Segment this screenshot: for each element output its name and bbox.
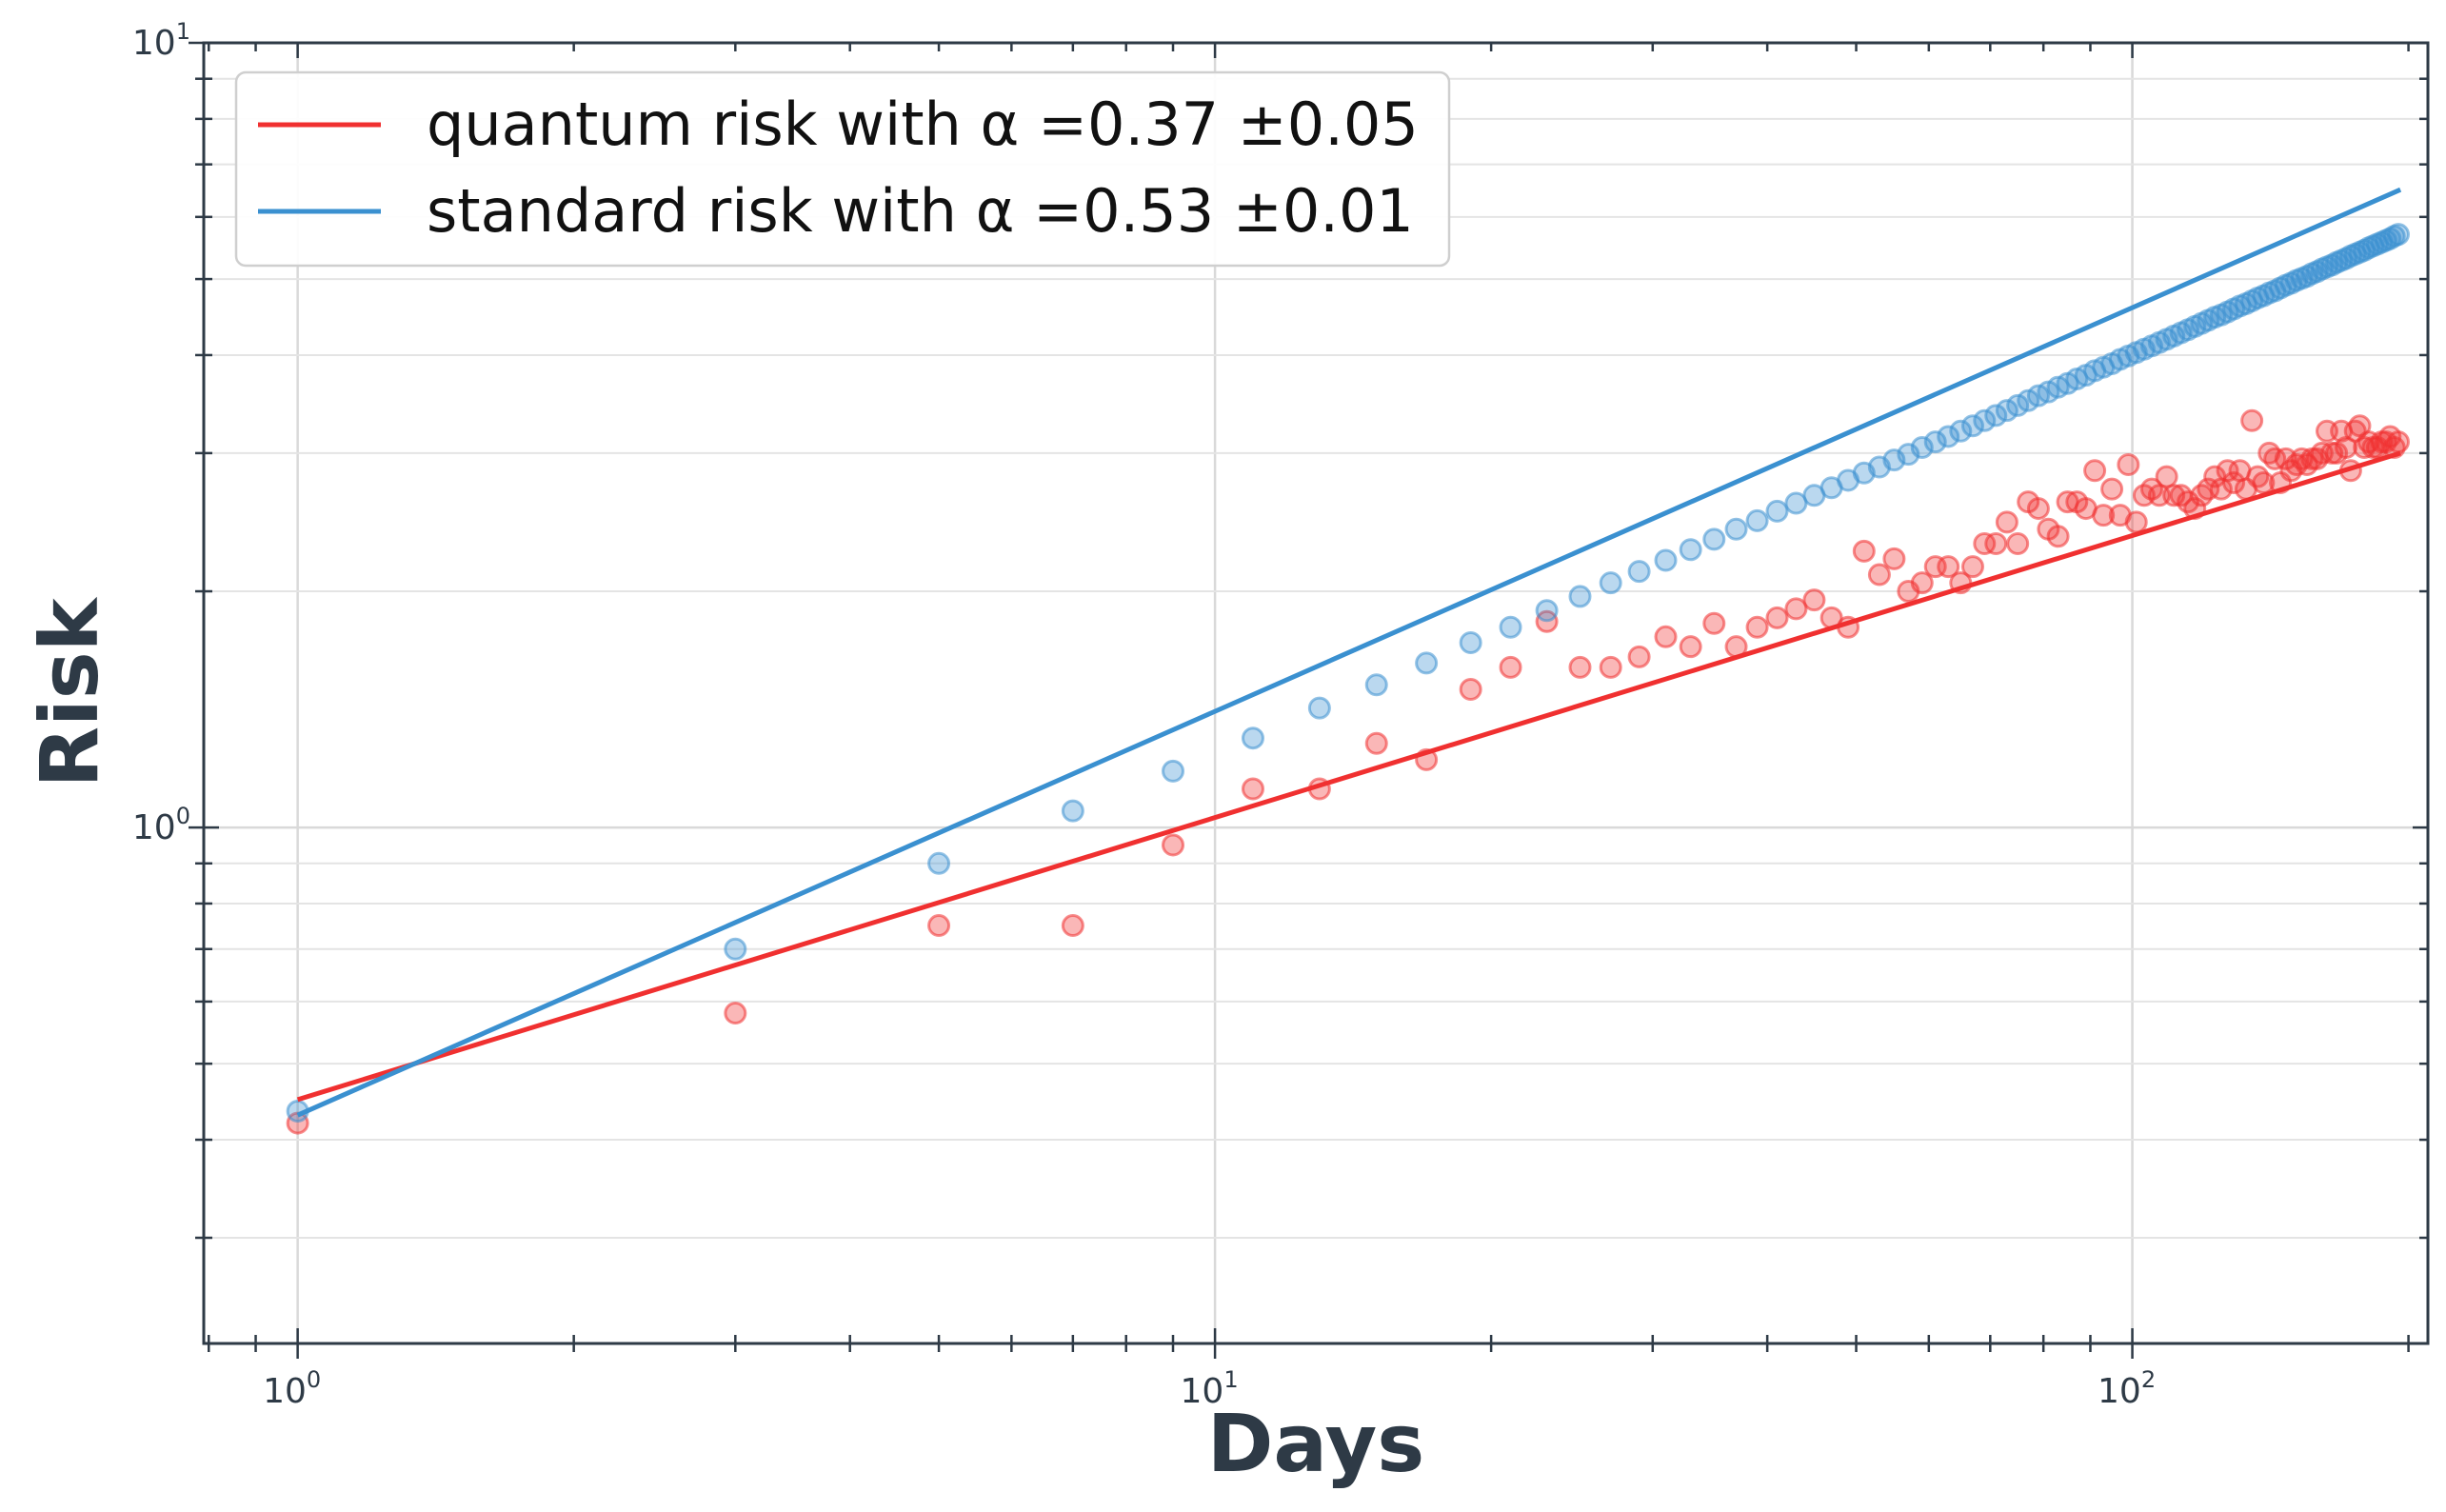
- quantum-point: [2222, 471, 2246, 495]
- standard-point: [1960, 414, 1984, 438]
- quantum-point: [1499, 655, 1522, 679]
- quantum-point: [1852, 539, 1876, 563]
- standard-point: [1765, 499, 1789, 523]
- standard-point: [1535, 599, 1559, 623]
- legend-label-quantum: quantum risk with α =0.37 ±0.05: [427, 90, 1419, 159]
- standard-point: [1568, 585, 1592, 608]
- quantum-point: [2124, 510, 2148, 534]
- quantum-point: [1745, 615, 1769, 639]
- quantum-point: [1364, 731, 1388, 755]
- standard-fit-line: [296, 187, 2402, 1118]
- quantum-point: [2100, 477, 2124, 501]
- quantum-point: [2240, 408, 2264, 432]
- legend-box: [234, 70, 1451, 268]
- standard-point: [927, 851, 951, 875]
- standard-point: [1364, 673, 1388, 697]
- quantum-point: [927, 914, 951, 938]
- quantum-point: [1162, 833, 1185, 857]
- plot-frame: [202, 41, 2430, 1345]
- y-tick-label: 101: [132, 18, 190, 63]
- standard-point: [1061, 799, 1084, 823]
- standard-point: [1415, 651, 1439, 675]
- standard-point: [2386, 223, 2410, 247]
- quantum-point: [1568, 655, 1592, 679]
- quantum-point: [1241, 777, 1264, 801]
- quantum-point: [1784, 597, 1808, 621]
- quantum-point: [2117, 453, 2140, 477]
- y-axis-label: Risk: [23, 596, 116, 787]
- tick-labels: 100 101 102 100 101: [132, 18, 2156, 1411]
- y-tick-label: 100: [132, 803, 190, 847]
- standard-point: [1937, 425, 1960, 448]
- standard-point: [1984, 404, 2008, 428]
- quantum-point: [2092, 504, 2116, 527]
- x-axis-label: Days: [1207, 1397, 1425, 1490]
- standard-point: [1702, 527, 1726, 551]
- quantum-point: [2386, 430, 2410, 454]
- x-tick-label: 102: [2098, 1366, 2156, 1411]
- quantum-fit-line: [296, 450, 2401, 1103]
- legend: quantum risk with α =0.37 ±0.05 standard…: [234, 70, 1451, 268]
- standard-point: [1654, 548, 1678, 572]
- standard-point: [1724, 517, 1748, 541]
- quantum-point: [1679, 635, 1702, 659]
- standard-point: [1745, 508, 1769, 532]
- data-series: [286, 187, 2410, 1135]
- standard-point: [1923, 430, 1947, 454]
- quantum-point: [1960, 555, 1984, 579]
- quantum-point: [2083, 459, 2107, 483]
- quantum-point: [1937, 555, 1960, 579]
- quantum-point: [2274, 447, 2297, 470]
- quantum-point: [724, 1002, 747, 1025]
- legend-label-standard: standard risk with α =0.53 ±0.01: [427, 176, 1414, 246]
- quantum-point: [1802, 588, 1826, 612]
- quantum-point: [1910, 571, 1934, 595]
- standard-point: [1499, 615, 1522, 639]
- quantum-point: [2046, 525, 2070, 548]
- x-tick-label: 101: [1181, 1366, 1239, 1411]
- quantum-point: [1765, 606, 1789, 629]
- x-tick-label: 100: [263, 1366, 321, 1411]
- quantum-point: [2026, 497, 2050, 521]
- standard-point: [1949, 419, 1973, 443]
- quantum-point: [2006, 531, 2030, 555]
- standard-point: [1162, 759, 1185, 783]
- quantum-point: [1882, 547, 1906, 570]
- standard-point: [1973, 408, 1997, 432]
- standard-point: [1679, 538, 1702, 562]
- quantum-point: [1627, 645, 1651, 668]
- quantum-point: [1867, 563, 1891, 587]
- quantum-point: [1061, 914, 1084, 938]
- standard-point: [1599, 571, 1622, 595]
- quantum-point: [2155, 465, 2178, 488]
- quantum-point: [1654, 625, 1678, 648]
- series-quantum: [286, 408, 2410, 1135]
- standard-point: [1307, 696, 1331, 720]
- standard-point: [1995, 399, 2018, 423]
- series-standard: [286, 223, 2410, 1124]
- quantum-point: [1995, 510, 2018, 534]
- standard-point: [1627, 560, 1651, 584]
- quantum-point: [1459, 677, 1482, 701]
- standard-point: [1910, 435, 1934, 459]
- quantum-point: [1599, 655, 1622, 679]
- quantum-point: [1702, 611, 1726, 635]
- standard-point: [724, 937, 747, 961]
- standard-point: [1459, 630, 1482, 654]
- standard-point: [1241, 726, 1264, 750]
- quantum-point: [1984, 531, 2008, 555]
